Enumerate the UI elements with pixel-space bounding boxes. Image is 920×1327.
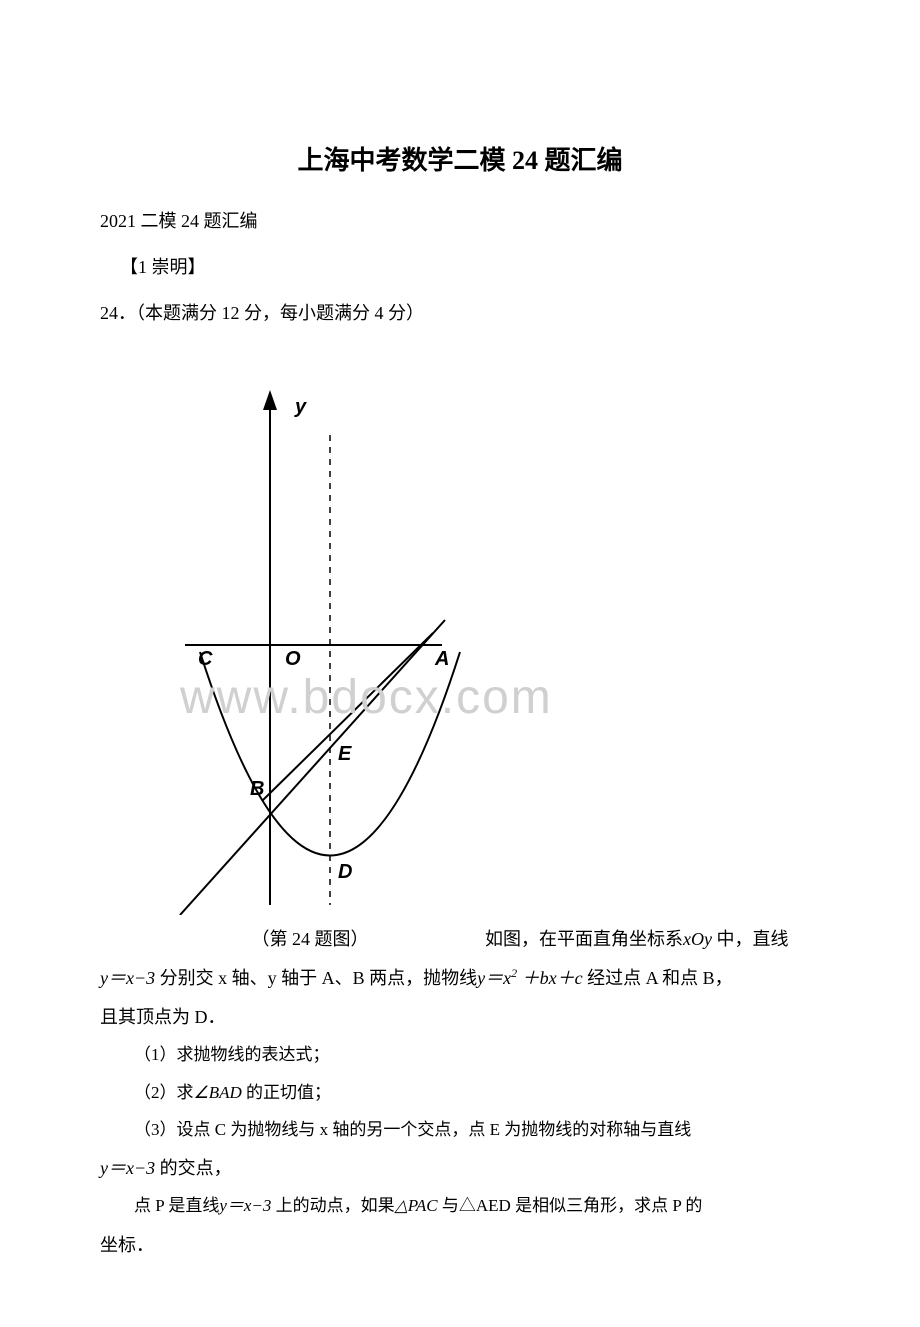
label-d: D <box>338 861 352 883</box>
subtitle: 2021 二模 24 题汇编 <box>100 207 840 233</box>
figure-caption: （第 24 题图） <box>140 925 480 951</box>
q3b-text: 的交点， <box>160 1158 232 1178</box>
y-axis-arrow <box>263 390 277 410</box>
label-c: C <box>198 648 213 670</box>
math-triangle-pac: △PAC <box>395 1196 438 1215</box>
math-line-eq-2: y＝x−3 <box>100 1158 155 1178</box>
label-a: A <box>434 648 449 670</box>
figure-container: y C O A B E D （第 24 题图） <box>140 365 480 951</box>
question-header: 24．（本题满分 12 分，每小题满分 4 分） <box>100 299 840 325</box>
math-line-eq-1: y＝x−3 <box>100 968 155 988</box>
intro-text: 如图，在平面直角坐标系xOy 中，直线 <box>485 922 788 961</box>
q2a: （2）求 <box>134 1083 194 1102</box>
intro-part2: 中，直线 <box>716 929 788 949</box>
question-3b: y＝x−3 的交点， <box>100 1151 840 1185</box>
question-1: （1）求抛物线的表达式； <box>100 1039 840 1071</box>
question-4d: 坐标． <box>100 1228 840 1262</box>
figure-row: y C O A B E D （第 24 题图） 如图，在平面直角坐标系xOy 中… <box>80 355 840 961</box>
label-o: O <box>285 648 301 670</box>
label-e: E <box>338 743 352 765</box>
label-b: B <box>250 778 264 800</box>
label-y: y <box>294 396 307 418</box>
body-1a: 分别交 x 轴、y 轴于 A、B 两点，抛物线 <box>160 968 478 988</box>
math-line-eq-3: y＝x−3 <box>219 1196 271 1215</box>
q2b: 的正切值； <box>246 1083 331 1102</box>
section-label: 【1 崇明】 <box>120 253 840 279</box>
intro-part1: 如图，在平面直角坐标系 <box>485 929 683 949</box>
q4c: 与△AED 是相似三角形，求点 P 的 <box>442 1196 703 1215</box>
math-parabola-eq: y＝x2 ＋bx＋c <box>477 968 583 988</box>
q4a: 点 P 是直线 <box>134 1196 219 1215</box>
math-xoy: xOy <box>683 929 712 949</box>
document-title: 上海中考数学二模 24 题汇编 <box>80 140 840 177</box>
q3a: （3）设点 C 为抛物线与 x 轴的另一个交点，点 E 为抛物线的对称轴与直线 <box>134 1120 691 1139</box>
question-2: （2）求∠BAD 的正切值； <box>100 1077 840 1109</box>
body-1b: 经过点 A 和点 B， <box>587 968 733 988</box>
body-line-1c: 且其顶点为 D． <box>100 1000 840 1034</box>
body-line-1: y＝x−3 分别交 x 轴、y 轴于 A、B 两点，抛物线y＝x2 ＋bx＋c … <box>100 961 840 995</box>
math-figure: y C O A B E D <box>140 365 480 915</box>
question-4: 点 P 是直线y＝x−3 上的动点，如果△PAC 与△AED 是相似三角形，求点… <box>100 1190 840 1222</box>
line-ab <box>180 620 445 915</box>
q4b: 上的动点，如果 <box>276 1196 395 1215</box>
math-angle-bad: ∠BAD <box>194 1083 242 1102</box>
question-3: （3）设点 C 为抛物线与 x 轴的另一个交点，点 E 为抛物线的对称轴与直线 <box>100 1114 840 1146</box>
